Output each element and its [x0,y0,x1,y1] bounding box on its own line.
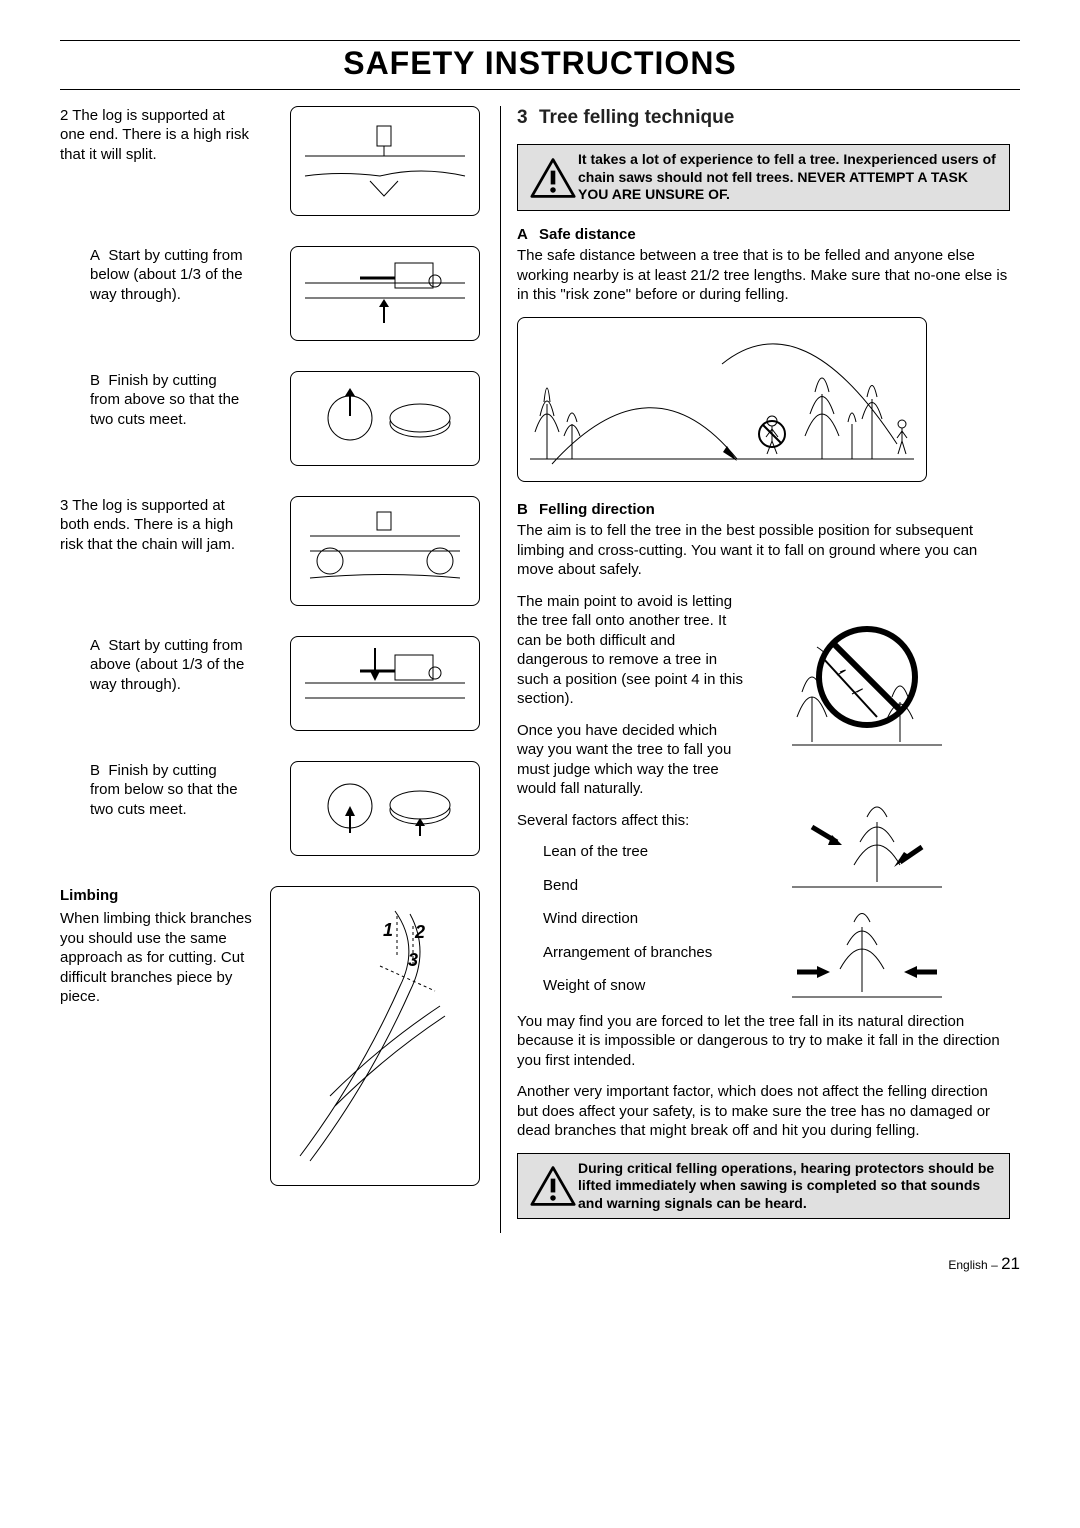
item2-b-text: B Finish by cutting from above so that t… [60,371,260,466]
sub-b-p3: Once you have decided which way you want… [517,721,747,799]
figure-chainsaw-below-icon [290,246,480,341]
item2-b-row: B Finish by cutting from above so that t… [60,371,480,466]
limbing-text-block: Limbing When limbing thick branches you … [60,886,270,1007]
sub-b-heading: B Felling direction [517,500,1010,520]
footer-page: 21 [1001,1254,1020,1273]
item2-header-row: 2 The log is supported at one end. There… [60,106,480,216]
left-column: 2 The log is supported at one end. There… [60,106,490,1234]
warning-triangle-icon [528,151,578,204]
sub-b-title: Felling direction [539,500,655,520]
figure-cuts-meet-above-icon [290,371,480,466]
item3-b-row: B Finish by cutting from below so that t… [60,761,480,856]
item2-b-body: Finish by cutting from above so that the… [90,372,239,428]
item2-a-text: A Start by cutting from below (about 1/3… [60,246,260,341]
felling-direction-figcol [757,592,957,1012]
warning-2-text: During critical felling operations, hear… [578,1160,999,1213]
item3-b-text: B Finish by cutting from below so that t… [60,761,260,856]
factor-2: Bend [543,876,747,896]
item2-a-body: Start by cutting from below (about 1/3 o… [90,247,243,303]
factor-5: Weight of snow [543,976,747,996]
item2-b-label: B [90,372,100,389]
item2-a-row: A Start by cutting from below (about 1/3… [60,246,480,341]
figure-chainsaw-above-icon [290,636,480,731]
factor-1: Lean of the tree [543,842,747,862]
figure-arrows-lean-icon [777,782,957,1012]
sub-a-letter: A [517,225,539,245]
warning-1-text: It takes a lot of experience to fell a t… [578,151,999,204]
warning-box-1: It takes a lot of experience to fell a t… [517,144,1010,211]
item3-b-label: B [90,762,100,779]
felling-direction-textcol: The main point to avoid is letting the t… [517,592,747,1012]
sub-a-title: Safe distance [539,225,636,245]
item3-a-body: Start by cutting from above (about 1/3 o… [90,637,244,693]
svg-text:2: 2 [414,922,425,942]
felling-direction-two-col: The main point to avoid is letting the t… [517,592,1010,1012]
warning-triangle-icon [528,1160,578,1213]
factor-list: Lean of the tree Bend Wind direction Arr… [517,842,747,996]
two-column-layout: 2 The log is supported at one end. There… [60,106,1020,1234]
factor-3: Wind direction [543,909,747,929]
item3-body: The log is supported at both ends. There… [60,497,235,553]
sub-b-p2: The main point to avoid is letting the t… [517,592,747,709]
section3-heading: 3 Tree felling technique [517,106,1010,131]
figure-no-fall-on-tree-icon [777,592,957,762]
item2-text: 2 The log is supported at one end. There… [60,106,260,216]
item3-header-row: 3 The log is supported at both ends. The… [60,496,480,606]
sub-a-heading: A Safe distance [517,225,1010,245]
item3-b-body: Finish by cutting from below so that the… [90,762,238,818]
sub-b-p4: Several factors affect this: [517,811,747,831]
figure-log-split-icon [290,106,480,216]
footer-lang: English – [948,1258,1001,1272]
factor-4: Arrangement of branches [543,943,747,963]
right-column: 3 Tree felling technique It takes a lot … [500,106,1010,1234]
item3-a-text: A Start by cutting from above (about 1/3… [60,636,260,731]
limbing-row: Limbing When limbing thick branches you … [60,886,480,1186]
page-title: SAFETY INSTRUCTIONS [60,40,1020,90]
figure-safe-distance-icon [517,317,927,482]
item2-a-label: A [90,247,100,264]
sub-b-letter: B [517,500,539,520]
sub-b-p6: Another very important factor, which doe… [517,1082,1010,1141]
figure-cuts-meet-below-icon [290,761,480,856]
item2-body: The log is supported at one end. There i… [60,107,249,163]
limbing-body: When limbing thick branches you should u… [60,909,260,1007]
page-footer: English – 21 [60,1253,1020,1275]
sub-b-p5: You may find you are forced to let the t… [517,1012,1010,1071]
warning-box-2: During critical felling operations, hear… [517,1153,1010,1220]
limbing-heading: Limbing [60,886,260,906]
section3-number: 3 [517,106,539,131]
sub-a-text: The safe distance between a tree that is… [517,246,1010,305]
figure-log-jam-icon [290,496,480,606]
item3-text: 3 The log is supported at both ends. The… [60,496,260,606]
item3-a-label: A [90,637,100,654]
section3-title: Tree felling technique [539,106,734,131]
sub-b-p1: The aim is to fell the tree in the best … [517,521,1010,580]
item2-number: 2 [60,107,68,124]
item3-number: 3 [60,497,68,514]
figure-limbing-branches-icon: 1 2 3 [270,886,480,1186]
item3-a-row: A Start by cutting from above (about 1/3… [60,636,480,731]
svg-text:1: 1 [383,920,393,940]
